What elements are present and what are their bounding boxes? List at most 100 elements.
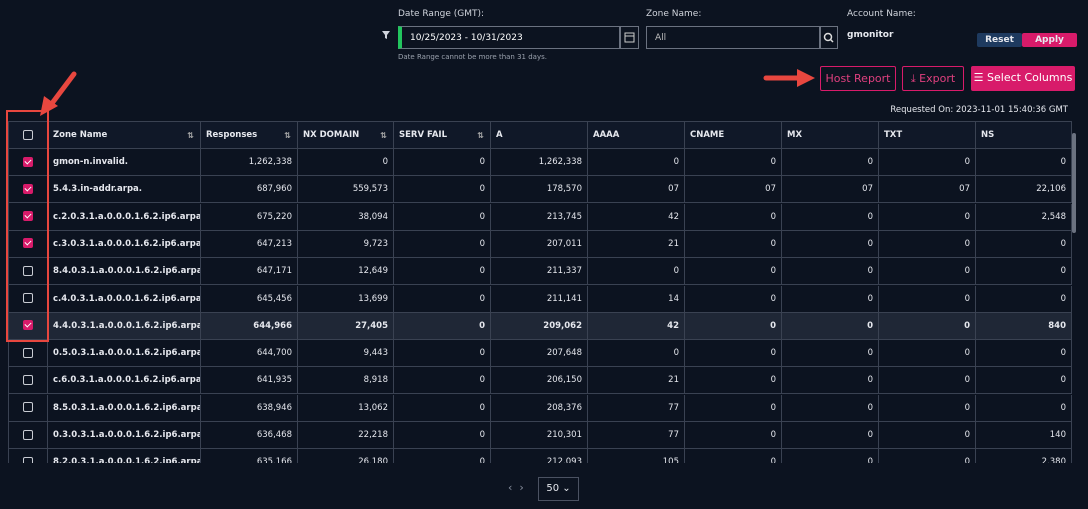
cell: 644,966 — [201, 312, 298, 340]
checkbox-cell — [9, 449, 48, 463]
cell: 105 — [588, 449, 685, 463]
cell: 0 — [394, 449, 491, 463]
checkbox[interactable] — [23, 211, 33, 222]
checkbox[interactable] — [23, 265, 33, 276]
table-row: 0.3.0.3.1.a.0.0.0.1.6.2.ip6.arpa. 636,468… — [9, 422, 1072, 449]
checkbox[interactable] — [23, 402, 33, 413]
cell: 647,171 — [201, 258, 298, 286]
table-row: 8.5.0.3.1.a.0.0.0.1.6.2.ip6.arpa. 638,946… — [9, 394, 1072, 422]
checkbox[interactable] — [23, 347, 33, 358]
zone-name-cell: gmon-n.invalid. — [48, 149, 201, 176]
apply-button[interactable]: Apply — [1022, 33, 1077, 47]
cell: 206,150 — [491, 367, 588, 395]
cell: 07 — [588, 176, 685, 204]
checkbox-cell — [9, 367, 48, 395]
cell: 0 — [976, 340, 1072, 368]
reset-text: Reset — [985, 35, 1014, 45]
checkbox[interactable] — [23, 293, 33, 303]
sort-icon: ⇅ — [187, 131, 194, 140]
cell: 0 — [782, 422, 879, 449]
export-button[interactable]: ⤓ Export — [902, 66, 964, 91]
cell: 647,213 — [201, 230, 298, 258]
checkbox[interactable] — [23, 374, 33, 385]
cell: 0 — [588, 258, 685, 286]
cell: 13,062 — [298, 394, 394, 422]
checkbox-cell — [9, 394, 48, 422]
select-columns-button[interactable]: ☰ Select Columns — [971, 66, 1075, 91]
host-report-text: Host Report — [825, 72, 891, 85]
column-header[interactable]: NX DOMAIN ⇅ — [298, 122, 394, 149]
zone-name-cell: c.3.0.3.1.a.0.0.0.1.6.2.ip6.arpa. — [48, 230, 201, 258]
cell: 140 — [976, 422, 1072, 449]
cell: 0 — [685, 449, 782, 463]
cell: 0 — [879, 394, 976, 422]
cell: 1,262,338 — [491, 149, 588, 176]
cell: 0 — [588, 149, 685, 176]
column-header[interactable]: Responses ⇅ — [201, 122, 298, 149]
column-header[interactable]: SERV FAIL ⇅ — [394, 122, 491, 149]
cell: 0 — [782, 312, 879, 340]
cell: 0 — [879, 203, 976, 231]
cell: 0 — [685, 340, 782, 368]
date-range-input[interactable]: 10/25/2023 - 10/31/2023 — [398, 26, 620, 49]
cell: 77 — [588, 394, 685, 422]
apply-text: Apply — [1035, 35, 1064, 45]
cell: 0 — [782, 340, 879, 368]
column-label: CNAME — [690, 130, 725, 140]
cell: 0 — [685, 230, 782, 258]
cell: 0 — [879, 230, 976, 258]
cell: 2,548 — [976, 203, 1072, 231]
zone-name-cell: c.2.0.3.1.a.0.0.0.1.6.2.ip6.arpa. — [48, 203, 201, 231]
cell: 26,180 — [298, 449, 394, 463]
column-header: MX — [782, 122, 879, 149]
cell: 0 — [879, 367, 976, 395]
cell: 0 — [394, 285, 491, 313]
column-label: NX DOMAIN — [303, 130, 360, 140]
arrow — [47, 71, 77, 109]
cell: 178,570 — [491, 176, 588, 204]
checkbox[interactable] — [23, 129, 33, 140]
search-button[interactable] — [820, 26, 838, 49]
zone-input[interactable]: All — [646, 26, 820, 49]
checkbox[interactable] — [23, 320, 33, 331]
cell: 2,380 — [976, 449, 1072, 463]
cell: 687,960 — [201, 176, 298, 204]
checkbox[interactable] — [23, 429, 33, 440]
cell: 0 — [782, 258, 879, 286]
checkbox[interactable] — [23, 456, 33, 463]
cell: 0 — [976, 394, 1072, 422]
column-header[interactable]: Zone Name ⇅ — [48, 122, 201, 149]
cell: 0 — [879, 149, 976, 176]
page-size: 50 — [546, 483, 560, 494]
page-size-select[interactable]: 50 ⌄ — [538, 477, 579, 501]
table-row: c.2.0.3.1.a.0.0.0.1.6.2.ip6.arpa. 675,220… — [9, 203, 1072, 231]
sort-icon: ⇅ — [477, 131, 484, 140]
cell: 0 — [976, 285, 1072, 313]
cell: 212,093 — [491, 449, 588, 463]
filter-icon — [382, 31, 390, 39]
checkbox[interactable] — [23, 156, 33, 167]
pager-arrows[interactable]: ‹ › — [508, 481, 524, 494]
column-label: Zone Name — [53, 130, 108, 140]
cell: 0 — [782, 449, 879, 463]
host-report-button[interactable]: Host Report — [820, 66, 896, 91]
checkbox[interactable] — [23, 183, 33, 194]
cell: 559,573 — [298, 176, 394, 204]
cell: 21 — [588, 367, 685, 395]
sort-icon: ⇅ — [380, 131, 387, 140]
cell: 1,262,338 — [201, 149, 298, 176]
reset-button[interactable]: Reset — [977, 33, 1022, 47]
data-table: Zone Name ⇅ Responses ⇅ NX DOMAIN ⇅ SERV FAIL ⇅… — [8, 121, 1072, 463]
arrowhead — [40, 96, 58, 116]
checkbox[interactable] — [23, 238, 33, 249]
column-header: A — [491, 122, 588, 149]
export-text: Export — [919, 72, 956, 85]
date-note: Date Range cannot be more than 31 days. — [398, 53, 547, 61]
cell: 0 — [685, 203, 782, 231]
calendar-button[interactable] — [620, 26, 639, 49]
column-label: A — [496, 130, 503, 140]
cell: 210,301 — [491, 422, 588, 449]
cell: 0 — [394, 367, 491, 395]
cell: 644,700 — [201, 340, 298, 368]
cell: 38,094 — [298, 203, 394, 231]
